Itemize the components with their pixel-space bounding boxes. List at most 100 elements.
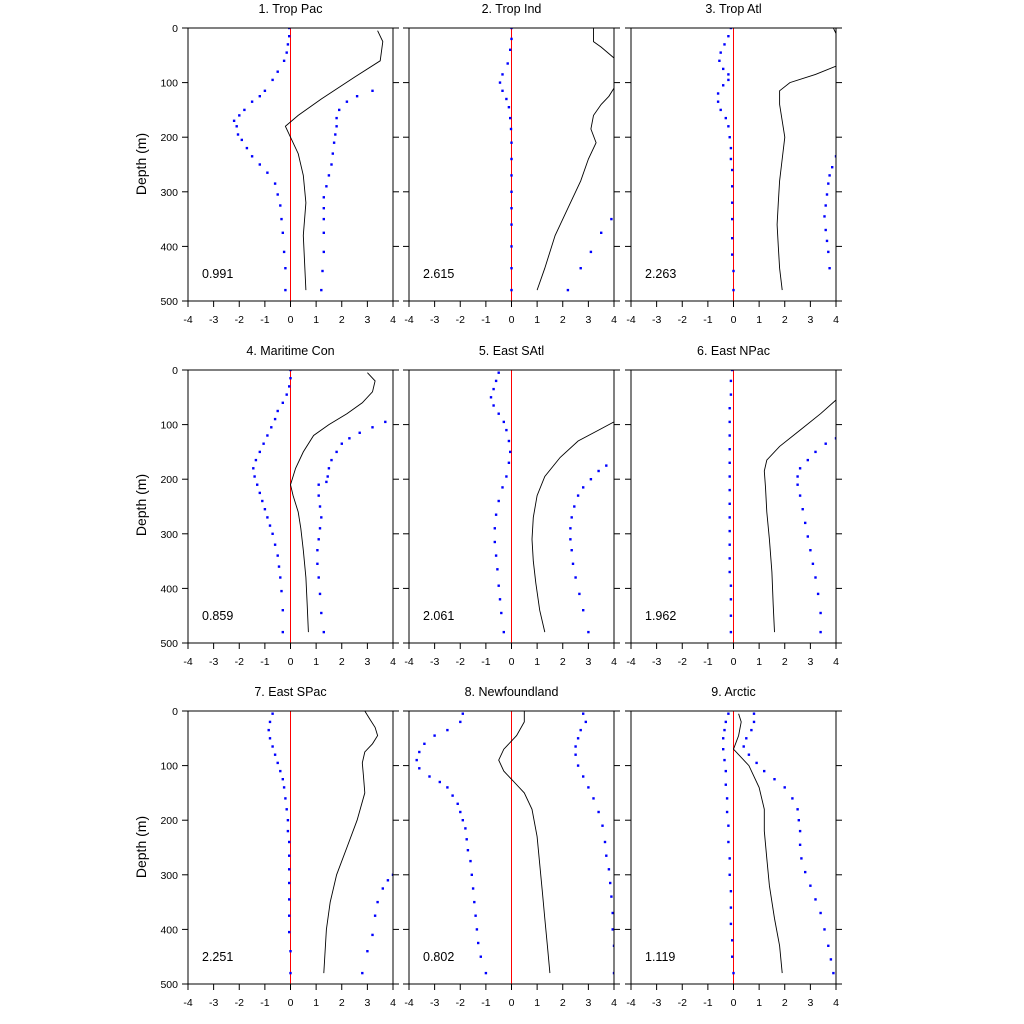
spread-dot bbox=[316, 562, 319, 565]
x-tick-label: 4 bbox=[611, 997, 617, 1009]
spread-dot bbox=[834, 437, 836, 440]
y-tick-label: 500 bbox=[160, 638, 178, 650]
spread-dot bbox=[819, 911, 822, 915]
spread-dot bbox=[729, 906, 733, 909]
spread-dot bbox=[728, 136, 731, 139]
spread-dot bbox=[446, 786, 449, 789]
spread-dot bbox=[322, 217, 325, 221]
spread-dot bbox=[263, 89, 267, 92]
panel-value-label: 2.263 bbox=[645, 267, 676, 281]
spread-dot bbox=[258, 95, 261, 98]
spread-dot bbox=[587, 786, 590, 789]
spread-dot bbox=[824, 228, 827, 232]
spread-dot bbox=[510, 288, 513, 292]
panel-4: 4. Maritime Con -4 -3 -2 -1 0 1 2 3 4 0 100 200 300 40… bbox=[160, 344, 399, 668]
spread-dot bbox=[727, 78, 730, 82]
x-tick-label: 1 bbox=[313, 314, 319, 326]
spread-dot bbox=[371, 89, 374, 92]
x-tick-label: 4 bbox=[833, 314, 839, 326]
spread-dot bbox=[288, 914, 291, 917]
spread-dot bbox=[574, 753, 577, 756]
spread-dot bbox=[273, 753, 277, 756]
y-tick-label: 500 bbox=[160, 296, 178, 308]
spread-dot bbox=[391, 873, 393, 876]
plot-area bbox=[498, 28, 614, 301]
spread-dot bbox=[245, 146, 249, 150]
spread-dot bbox=[728, 448, 731, 451]
x-tick-label: -2 bbox=[235, 997, 244, 1009]
spread-dot bbox=[338, 108, 341, 112]
spread-dot bbox=[318, 505, 322, 508]
spread-dot bbox=[727, 824, 730, 827]
x-tick-label: 3 bbox=[585, 997, 591, 1009]
spread-dot bbox=[322, 207, 325, 210]
spread-dot bbox=[814, 576, 817, 579]
x-tick-label: 4 bbox=[390, 997, 396, 1009]
mean-profile-line bbox=[763, 399, 836, 633]
spread-dot bbox=[282, 59, 286, 62]
spread-dot bbox=[270, 426, 273, 429]
spread-dot bbox=[723, 728, 726, 732]
panel-value-label: 0.859 bbox=[202, 609, 233, 623]
spread-dot bbox=[716, 100, 720, 103]
spread-dot bbox=[831, 166, 834, 169]
spread-dot bbox=[498, 81, 502, 84]
spread-dot bbox=[318, 527, 322, 530]
spread-dot bbox=[279, 769, 282, 773]
spread-dot bbox=[254, 458, 258, 462]
x-tick-label: 2 bbox=[339, 997, 345, 1009]
spread-dot bbox=[261, 499, 264, 503]
spread-dot bbox=[732, 971, 735, 975]
spread-dot bbox=[729, 584, 733, 587]
spread-dot bbox=[461, 819, 464, 822]
x-tick-label: -4 bbox=[404, 656, 413, 668]
x-tick-label: 1 bbox=[756, 656, 762, 668]
spread-dot bbox=[804, 521, 807, 525]
spread-dot bbox=[418, 750, 421, 754]
x-tick-label: 1 bbox=[313, 997, 319, 1009]
mean-profile-line bbox=[290, 372, 376, 633]
spread-dot bbox=[325, 185, 328, 188]
spread-dot bbox=[611, 928, 614, 931]
spread-dot bbox=[318, 592, 322, 596]
spread-dot bbox=[796, 475, 799, 478]
spread-dot bbox=[266, 434, 269, 437]
spread-dot bbox=[806, 535, 809, 538]
spread-dot bbox=[745, 737, 748, 740]
spread-dot bbox=[282, 786, 286, 789]
x-tick-label: -2 bbox=[456, 656, 465, 668]
spread-dot bbox=[289, 950, 292, 953]
spread-dot bbox=[330, 458, 333, 462]
spread-dot bbox=[727, 35, 730, 38]
spread-dot bbox=[607, 868, 611, 871]
spread-dot bbox=[510, 190, 513, 193]
spread-dot bbox=[510, 37, 513, 41]
spread-dot bbox=[366, 950, 369, 953]
spread-dot bbox=[728, 502, 731, 505]
spread-dot bbox=[276, 70, 279, 73]
spread-dot bbox=[728, 488, 731, 492]
panel-title: 3. Trop Atl bbox=[705, 2, 761, 16]
spread-dot bbox=[731, 370, 734, 372]
x-tick-label: 2 bbox=[560, 997, 566, 1009]
spread-dot bbox=[286, 819, 290, 822]
spread-dot bbox=[286, 43, 290, 46]
y-tick-label: 0 bbox=[172, 23, 178, 35]
spread-dot bbox=[823, 928, 826, 931]
spread-dot bbox=[589, 478, 593, 481]
y-tick-label: 0 bbox=[172, 706, 178, 718]
x-tick-label: 2 bbox=[782, 314, 788, 326]
spread-dot bbox=[729, 614, 733, 617]
spread-dot bbox=[335, 125, 338, 128]
x-tick-label: 0 bbox=[731, 656, 737, 668]
spread-dot bbox=[288, 385, 291, 388]
x-tick-label: -2 bbox=[456, 314, 465, 326]
spread-dot bbox=[330, 163, 333, 166]
x-tick-label: 3 bbox=[585, 314, 591, 326]
spread-dot bbox=[498, 598, 502, 601]
spread-dot bbox=[461, 712, 464, 715]
x-tick-label: -4 bbox=[626, 997, 635, 1009]
spread-dot bbox=[355, 95, 359, 98]
spread-dot bbox=[798, 829, 802, 833]
spread-dot bbox=[573, 505, 576, 508]
